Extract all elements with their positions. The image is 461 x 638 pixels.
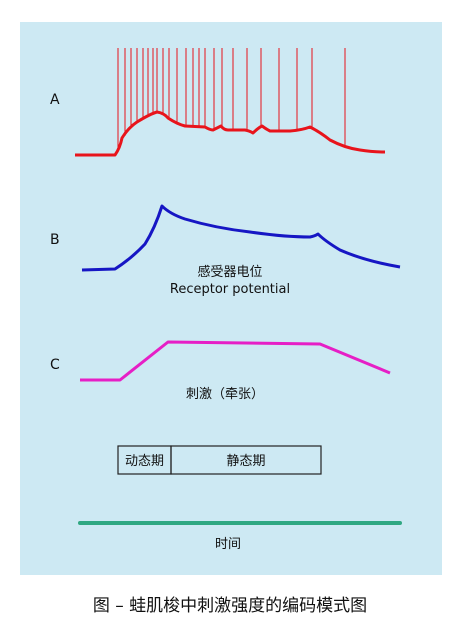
trace-b-receptor-potential <box>81 204 401 272</box>
panel-label-b: B <box>50 232 60 248</box>
phase-dynamic-label: 动态期 <box>125 454 164 469</box>
panel-label-a: A <box>50 92 60 108</box>
action-potential-spikes <box>117 48 346 150</box>
phase-bar: 动态期 静态期 <box>117 445 322 475</box>
phase-static-box <box>170 445 322 475</box>
panel-label-c: C <box>50 357 60 373</box>
time-axis-label: 时间 <box>215 537 241 552</box>
diagram-panel <box>20 22 442 575</box>
caption-stimulus: 刺激（牵张） <box>186 387 264 402</box>
phase-static-label: 静态期 <box>226 454 265 469</box>
trace-a-generator-potential <box>75 110 386 157</box>
caption-receptor-en: Receptor potential <box>170 282 290 297</box>
caption-receptor-cn: 感受器电位 <box>197 264 262 280</box>
figure-title: 图 – 蛙肌梭中刺激强度的编码模式图 <box>93 596 367 616</box>
trace-c-stimulus <box>80 340 391 382</box>
